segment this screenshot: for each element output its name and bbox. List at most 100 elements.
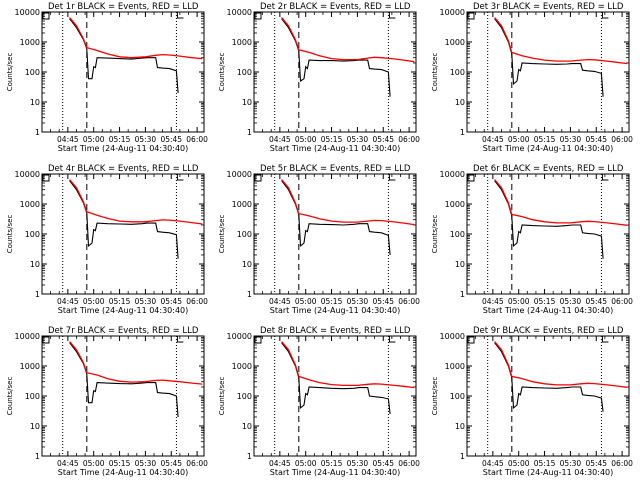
panel-title: Det 1r BLACK = Events, RED = LLD xyxy=(48,2,199,12)
y-tick-label: 10000 xyxy=(440,8,465,17)
y-tick-label: 1000 xyxy=(20,200,40,209)
y-tick-label: 10000 xyxy=(15,170,40,179)
corner-bracket-icon xyxy=(601,336,609,343)
lld-series-line xyxy=(69,179,203,225)
panel-title: Det 8r BLACK = Events, RED = LLD xyxy=(260,326,411,336)
corner-marker-icon xyxy=(42,174,50,182)
corner-bracket-icon xyxy=(601,174,609,181)
x-tick-label: 05:45 xyxy=(372,135,394,144)
x-tick-label: 06:00 xyxy=(186,135,208,144)
x-tick-label: 05:00 xyxy=(508,297,530,306)
panel-title: Det 5r BLACK = Events, RED = LLD xyxy=(260,164,411,174)
detector-panel-1: Det 1r BLACK = Events, RED = LLD Counts/s… xyxy=(6,2,208,153)
corner-marker-icon xyxy=(254,336,262,344)
y-tick-label: 1 xyxy=(460,452,465,461)
y-tick-label: 10 xyxy=(30,260,40,269)
x-tick-label: 05:15 xyxy=(534,135,556,144)
y-tick-label: 10 xyxy=(242,98,252,107)
detector-panel-4: Det 4r BLACK = Events, RED = LLD Counts/s… xyxy=(6,164,208,315)
panel-title: Det 7r BLACK = Events, RED = LLD xyxy=(48,326,199,336)
y-tick-label: 1 xyxy=(247,290,252,299)
events-series-line xyxy=(69,180,179,259)
x-axis-label: Start Time (24-Aug-11 04:30:40) xyxy=(483,306,614,315)
x-tick-label: 06:00 xyxy=(186,297,208,306)
y-tick-label: 1000 xyxy=(232,38,252,47)
y-tick-label: 10 xyxy=(455,260,465,269)
y-tick-label: 10000 xyxy=(440,332,465,341)
y-axis-label: Counts/sec xyxy=(431,215,439,254)
corner-bracket-icon xyxy=(388,12,396,19)
x-tick-label: 05:45 xyxy=(372,459,394,468)
x-tick-label: 05:15 xyxy=(321,297,343,306)
panel-title: Det 9r BLACK = Events, RED = LLD xyxy=(473,326,624,336)
lld-series-line xyxy=(494,179,628,226)
x-tick-label: 05:30 xyxy=(347,135,369,144)
y-tick-label: 100 xyxy=(237,392,252,401)
lld-series-line xyxy=(281,179,415,226)
y-tick-label: 1000 xyxy=(20,362,40,371)
plot-frame xyxy=(253,173,417,295)
x-tick-label: 05:15 xyxy=(321,135,343,144)
x-tick-label: 05:30 xyxy=(560,459,582,468)
corner-marker-icon xyxy=(254,12,262,20)
events-series-line xyxy=(69,342,179,418)
lld-series-line xyxy=(69,341,203,385)
y-tick-label: 10000 xyxy=(227,332,252,341)
lld-series-line xyxy=(69,17,203,60)
events-series-line xyxy=(281,18,391,97)
y-axis-label: Counts/sec xyxy=(218,53,226,92)
y-axis-label: Counts/sec xyxy=(6,377,14,416)
detector-panel-6: Det 6r BLACK = Events, RED = LLD Counts/s… xyxy=(431,164,633,315)
corner-marker-icon xyxy=(467,174,475,182)
x-tick-label: 04:45 xyxy=(482,459,504,468)
x-tick-label: 05:45 xyxy=(585,459,607,468)
events-series-line xyxy=(281,342,391,415)
y-axis-label: Counts/sec xyxy=(6,53,14,92)
y-axis-label: Counts/sec xyxy=(431,377,439,416)
y-tick-label: 10 xyxy=(455,98,465,107)
x-axis-label: Start Time (24-Aug-11 04:30:40) xyxy=(270,306,401,315)
events-series-line xyxy=(281,180,391,256)
plot-frame xyxy=(253,11,417,133)
x-tick-label: 05:15 xyxy=(109,459,131,468)
y-axis-label: Counts/sec xyxy=(218,377,226,416)
y-tick-label: 1 xyxy=(35,452,40,461)
y-tick-label: 10000 xyxy=(15,332,40,341)
x-tick-label: 05:15 xyxy=(109,135,131,144)
x-axis-label: Start Time (24-Aug-11 04:30:40) xyxy=(270,144,401,153)
x-tick-label: 05:00 xyxy=(508,459,530,468)
y-tick-label: 1000 xyxy=(20,38,40,47)
y-tick-label: 1000 xyxy=(445,200,465,209)
panel-title: Det 3r BLACK = Events, RED = LLD xyxy=(473,2,624,12)
x-tick-label: 06:00 xyxy=(186,459,208,468)
x-tick-label: 04:45 xyxy=(57,297,79,306)
y-tick-label: 100 xyxy=(450,230,465,239)
detector-panel-3: Det 3r BLACK = Events, RED = LLD Counts/s… xyxy=(431,2,633,153)
events-series-line xyxy=(69,18,179,94)
y-tick-label: 100 xyxy=(450,68,465,77)
y-axis-label: Counts/sec xyxy=(6,215,14,254)
corner-marker-icon xyxy=(42,336,50,344)
x-tick-label: 05:45 xyxy=(160,135,182,144)
lld-series-line xyxy=(281,17,415,63)
x-tick-label: 05:00 xyxy=(83,459,105,468)
x-tick-label: 05:45 xyxy=(585,297,607,306)
corner-bracket-icon xyxy=(388,174,396,181)
corner-bracket-icon xyxy=(388,336,396,343)
corner-bracket-icon xyxy=(176,336,184,343)
x-tick-label: 05:45 xyxy=(372,297,394,306)
y-tick-label: 100 xyxy=(25,392,40,401)
plot-frame xyxy=(253,335,417,457)
corner-marker-icon xyxy=(42,12,50,20)
x-tick-label: 06:00 xyxy=(398,135,420,144)
y-tick-label: 1 xyxy=(460,290,465,299)
x-tick-label: 04:45 xyxy=(57,135,79,144)
y-tick-label: 1000 xyxy=(445,362,465,371)
panel-title: Det 2r BLACK = Events, RED = LLD xyxy=(260,2,411,12)
x-tick-label: 05:30 xyxy=(135,459,157,468)
corner-bracket-icon xyxy=(601,12,609,19)
y-tick-label: 1 xyxy=(35,290,40,299)
y-tick-label: 1 xyxy=(247,452,252,461)
events-series-line xyxy=(494,180,604,259)
